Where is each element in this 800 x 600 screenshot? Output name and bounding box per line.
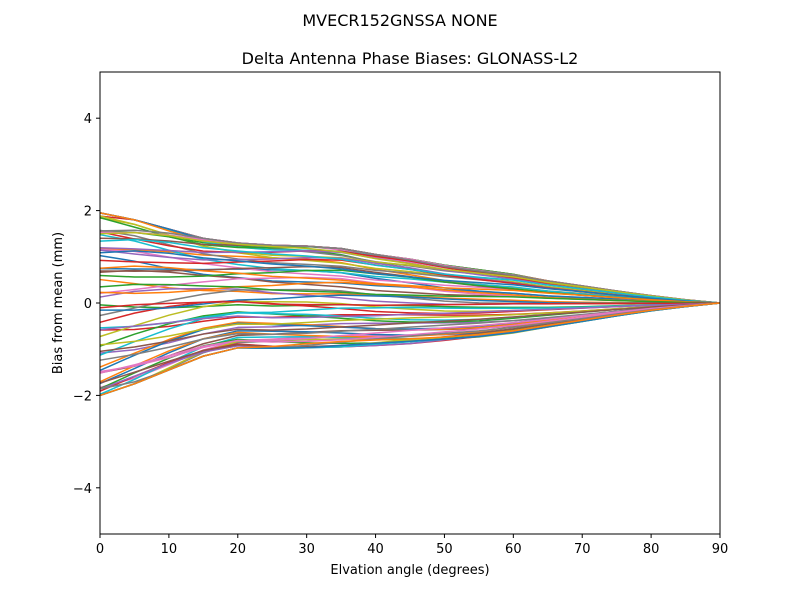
y-tick-label: −2 [73,389,92,404]
x-tick-label: 10 [161,542,178,557]
y-tick-label: 2 [84,205,92,220]
series-group [99,212,721,397]
y-tick-label: −4 [73,482,92,497]
series-line [99,302,721,331]
series-line [99,231,721,304]
x-tick-label: 50 [436,542,453,557]
series-line [99,250,721,304]
x-tick-label: 0 [96,542,104,557]
series-line [99,300,721,309]
x-tick-label: 30 [298,542,315,557]
x-tick-label: 70 [574,542,591,557]
x-tick-label: 60 [505,542,522,557]
chart-title: Delta Antenna Phase Biases: GLONASS-L2 [242,49,579,68]
series-line [99,302,721,353]
series-line [99,265,721,304]
series-line [99,302,721,397]
x-tick-label: 80 [643,542,660,557]
y-tick-label: 4 [84,112,92,127]
x-axis: 0 10 20 30 40 50 60 70 80 90 [96,534,728,557]
y-tick-label: 0 [84,297,92,312]
series-line [99,283,721,304]
x-axis-label: Elvation angle (degrees) [330,563,489,578]
series-line [99,302,721,373]
y-axis: −4 −2 0 2 4 [73,112,100,497]
series-line [99,238,721,304]
y-axis-label: Bias from mean (mm) [51,232,66,374]
x-tick-label: 90 [712,542,729,557]
chart-suptitle: MVECR152GNSSA NONE [302,11,497,30]
series-line [99,302,721,374]
x-tick-label: 20 [230,542,247,557]
x-tick-label: 40 [367,542,384,557]
